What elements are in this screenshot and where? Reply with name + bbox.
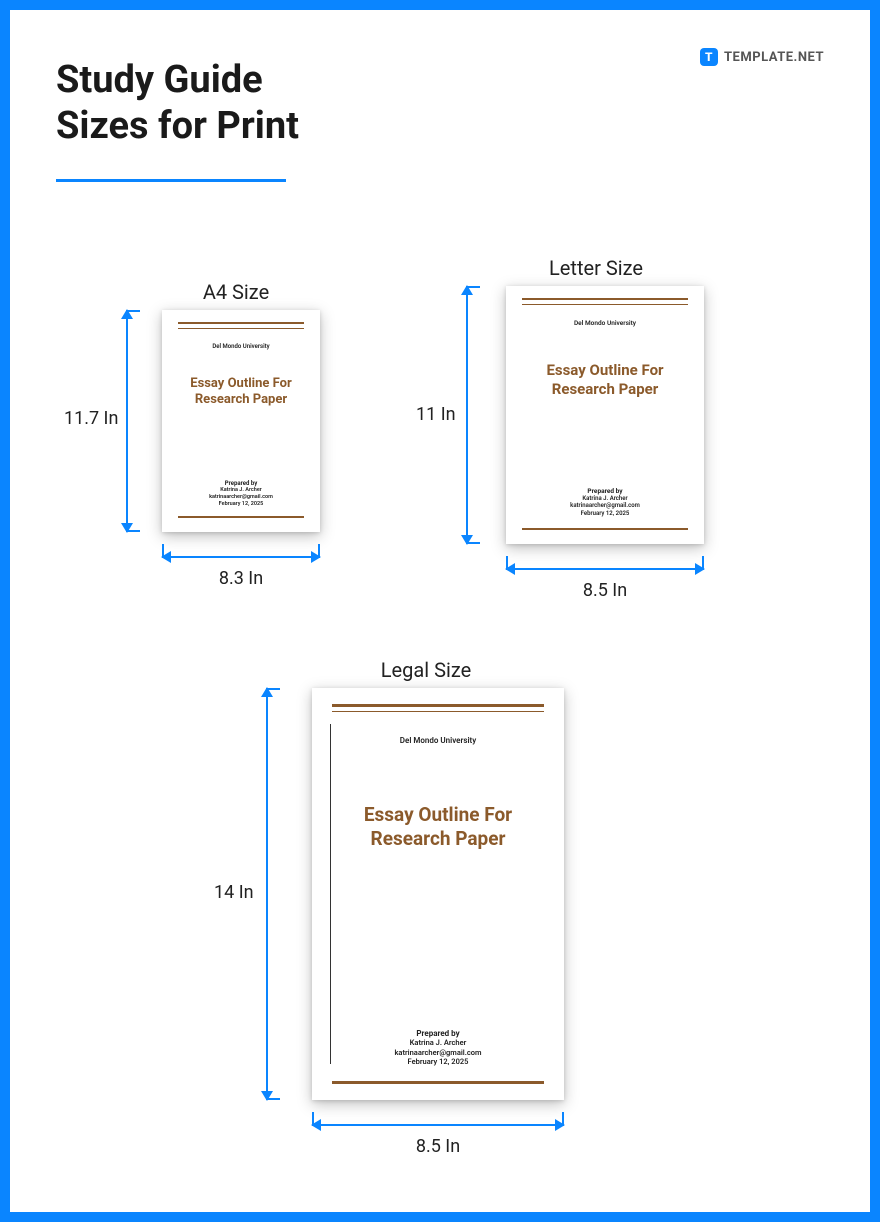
doc-essay-title: Essay Outline For Research Paper [522, 361, 688, 399]
doc-bottom-line [522, 528, 688, 530]
doc-university: Del Mondo University [522, 319, 688, 327]
arrow-decoration [702, 556, 704, 570]
doc-author: Katrina J. Archer katrinaarcher@gmail.co… [522, 495, 688, 518]
legal-block: Legal Size 14 In Del Mondo University Es… [266, 658, 586, 1100]
doc-essay-title: Essay Outline For Research Paper [178, 376, 304, 409]
doc-essay-title: Essay Outline For Research Paper [332, 803, 544, 851]
arrow-decoration [562, 1112, 564, 1126]
letter-paper: Del Mondo University Essay Outline For R… [506, 286, 704, 544]
letter-width-arrow [506, 568, 704, 570]
brand-name: TEMPLATE.NET [724, 50, 824, 65]
a4-label: A4 Size [126, 280, 346, 304]
legal-paper: Del Mondo University Essay Outline For R… [312, 688, 564, 1100]
doc-thin-line [332, 711, 544, 712]
legal-label: Legal Size [266, 658, 586, 682]
doc-author: Katrina J. Archer katrinaarcher@gmail.co… [178, 487, 304, 508]
doc-thin-line [178, 328, 304, 329]
doc-thin-line [522, 304, 688, 305]
doc-prepared-label: Prepared by [178, 480, 304, 487]
legal-width-label: 8.5 In [312, 1136, 564, 1157]
letter-width-label: 8.5 In [506, 580, 704, 601]
brand-logo-icon: T [700, 48, 718, 66]
arrow-decoration [266, 1098, 280, 1100]
letter-height-label: 11 In [416, 404, 456, 425]
doc-university: Del Mondo University [332, 736, 544, 745]
doc-university: Del Mondo University [178, 343, 304, 350]
arrow-decoration [126, 530, 140, 532]
letter-block: Letter Size 11 In Del Mondo University E… [466, 256, 726, 544]
legal-height-label: 14 In [214, 882, 254, 903]
brand-badge: T TEMPLATE.NET [700, 48, 824, 66]
a4-height-label: 11.7 In [64, 408, 118, 429]
diagram-area: A4 Size 11.7 In Del Mondo University Ess… [56, 280, 824, 1152]
doc-prepared-label: Prepared by [522, 487, 688, 495]
title-line-2: Sizes for Print [56, 104, 299, 148]
arrow-decoration [318, 544, 320, 558]
a4-paper: Del Mondo University Essay Outline For R… [162, 310, 320, 532]
arrow-decoration [466, 542, 480, 544]
doc-top-line [178, 322, 304, 324]
doc-prepared-label: Prepared by [332, 1029, 544, 1038]
a4-width-label: 8.3 In [162, 568, 320, 589]
doc-bottom-line [332, 1081, 544, 1084]
page-title: Study Guide Sizes for Print [56, 58, 824, 149]
legal-width-arrow [312, 1124, 564, 1126]
infographic-frame: T TEMPLATE.NET Study Guide Sizes for Pri… [0, 0, 880, 1222]
doc-vertical-line [330, 724, 331, 1064]
doc-top-line [332, 704, 544, 707]
a4-block: A4 Size 11.7 In Del Mondo University Ess… [126, 280, 346, 532]
doc-bottom-line [178, 516, 304, 518]
a4-width-arrow [162, 556, 320, 558]
doc-author: Katrina J. Archer katrinaarcher@gmail.co… [332, 1038, 544, 1067]
doc-top-line [522, 298, 688, 300]
legal-height-arrow [266, 688, 268, 1100]
title-underline [56, 179, 286, 182]
letter-label: Letter Size [466, 256, 726, 280]
a4-height-arrow [126, 310, 128, 532]
title-line-1: Study Guide [56, 58, 263, 102]
letter-height-arrow [466, 286, 468, 544]
